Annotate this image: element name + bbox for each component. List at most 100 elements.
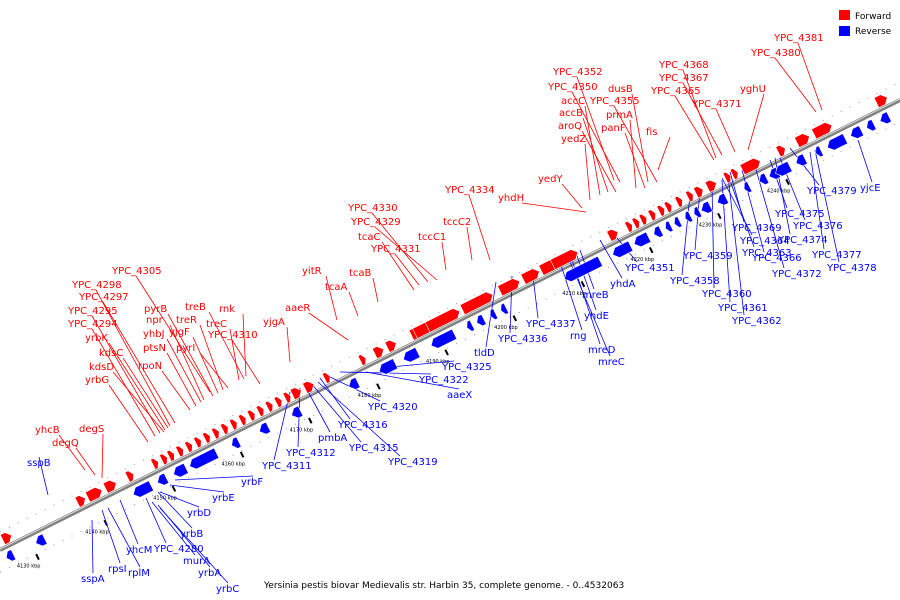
forward-gene-label: kdsC — [99, 348, 123, 359]
forward-leader — [394, 253, 420, 286]
forward-gene-label: treB — [185, 302, 206, 313]
forward-gene-label: yjgF — [169, 327, 190, 338]
forward-gene-label: aaeR — [285, 303, 310, 314]
reverse-gene-label: YPC_4375 — [774, 209, 825, 220]
reverse-leader — [304, 385, 331, 433]
reverse-leader — [145, 497, 167, 544]
forward-gene-label: accC — [561, 96, 585, 107]
forward-gene-label: yrbG — [85, 375, 109, 386]
forward-gene — [811, 122, 833, 140]
forward-leader — [161, 370, 191, 411]
axis-tick — [512, 315, 518, 322]
forward-leader — [166, 338, 202, 403]
reverse-gene-label: yrbF — [241, 477, 263, 488]
forward-leader — [112, 371, 165, 433]
reverse-leader — [91, 519, 94, 574]
reverse-gene-label: YPC_4312 — [285, 448, 336, 459]
reverse-leader — [599, 239, 623, 279]
axis-tick — [376, 383, 381, 390]
forward-leader — [231, 339, 261, 385]
reverse-gene-label: YPC_4280 — [153, 544, 204, 555]
reverse-gene — [476, 313, 487, 327]
reverse-gene — [500, 302, 510, 315]
forward-leader — [135, 275, 211, 393]
reverse-gene — [674, 215, 683, 228]
forward-gene — [384, 339, 397, 353]
forward-leader — [229, 328, 240, 381]
forward-gene-label: rpoN — [138, 361, 162, 372]
forward-gene — [520, 268, 540, 285]
forward-gene — [873, 94, 888, 109]
forward-gene — [704, 179, 717, 193]
reverse-leader — [754, 165, 785, 269]
reverse-gene-label: mreD — [588, 345, 616, 356]
reverse-gene-label: sspB — [27, 458, 51, 469]
forward-gene-label: yhcB — [35, 425, 60, 436]
axis-tick — [239, 451, 245, 458]
forward-leader — [192, 336, 219, 394]
axis-tick-label: 4210 kbp — [562, 291, 586, 297]
reverse-leader — [101, 509, 121, 564]
reverse-gene-label: YPC_4369 — [731, 223, 782, 234]
axis-tick-label: 4170 kbp — [290, 427, 314, 433]
reverse-gene-label: YPC_4316 — [337, 420, 388, 431]
reverse-gene — [189, 447, 220, 470]
forward-gene — [729, 168, 739, 181]
reverse-gene-label: YPC_4376 — [792, 221, 843, 232]
forward-leader — [91, 328, 156, 437]
forward-gene-label: tccC2 — [443, 217, 471, 228]
reverse-gene — [815, 145, 824, 158]
forward-gene-label: YPC_4352 — [552, 67, 603, 78]
forward-leader — [715, 108, 736, 153]
axis-tick — [444, 349, 449, 356]
reverse-leader — [317, 381, 401, 457]
axis-tick-label: 4140 kbp — [85, 530, 109, 536]
reverse-leader — [309, 381, 362, 443]
reverse-gene — [466, 319, 476, 332]
forward-leader — [199, 324, 224, 391]
reverse-gene-label: YPC_4359 — [682, 251, 733, 262]
reverse-gene — [633, 231, 652, 248]
forward-gene-label: YPC_4350 — [547, 82, 598, 93]
forward-gene — [663, 201, 673, 214]
forward-leader — [674, 95, 715, 161]
reverse-gene-label: yhdE — [584, 311, 609, 322]
reverse-leader — [694, 189, 701, 251]
forward-gene — [193, 436, 202, 449]
reverse-gene — [378, 358, 399, 375]
forward-leader — [208, 311, 245, 380]
forward-gene-label: tcaB — [349, 268, 372, 279]
reverse-gene-label: rng — [570, 331, 587, 342]
reverse-gene — [173, 462, 189, 478]
forward-leader — [308, 312, 349, 341]
reverse-gene-label: YPC_4360 — [701, 289, 752, 300]
reverse-gene-label: sspA — [81, 574, 105, 585]
forward-gene — [102, 479, 117, 494]
reverse-leader — [119, 499, 139, 545]
forward-gene — [794, 133, 810, 148]
reverse-gene-label: mreB — [582, 290, 609, 301]
forward-gene-label: YPC_4298 — [71, 280, 122, 291]
legend-forward-label: Forward — [855, 12, 891, 22]
forward-gene-label: YPC_4334 — [444, 185, 495, 196]
axis-tick-label: 4240 kbp — [767, 189, 791, 195]
reverse-gene — [775, 160, 793, 177]
reverse-gene-label: yhcM — [126, 545, 152, 556]
reverse-gene-label: YPC_4315 — [348, 443, 399, 454]
forward-leader — [348, 291, 359, 317]
reverse-gene-label: rpsI — [108, 564, 127, 575]
axis-tick-label: 4130 kbp — [17, 564, 41, 570]
reverse-gene-label: aaeX — [447, 390, 472, 401]
gene-glyphs — [0, 94, 892, 562]
reverse-gene-label: YPC_4363 — [741, 248, 792, 259]
forward-gene-label: pyrI — [176, 343, 195, 354]
forward-leader — [167, 313, 214, 397]
forward-gene-label: YPC_4365 — [650, 86, 701, 97]
reverse-gene — [430, 328, 458, 349]
forward-leader — [95, 289, 171, 427]
reverse-gene-label: YPC_4379 — [806, 186, 857, 197]
forward-leader — [657, 136, 671, 171]
forward-gene-label: treC — [206, 319, 227, 330]
